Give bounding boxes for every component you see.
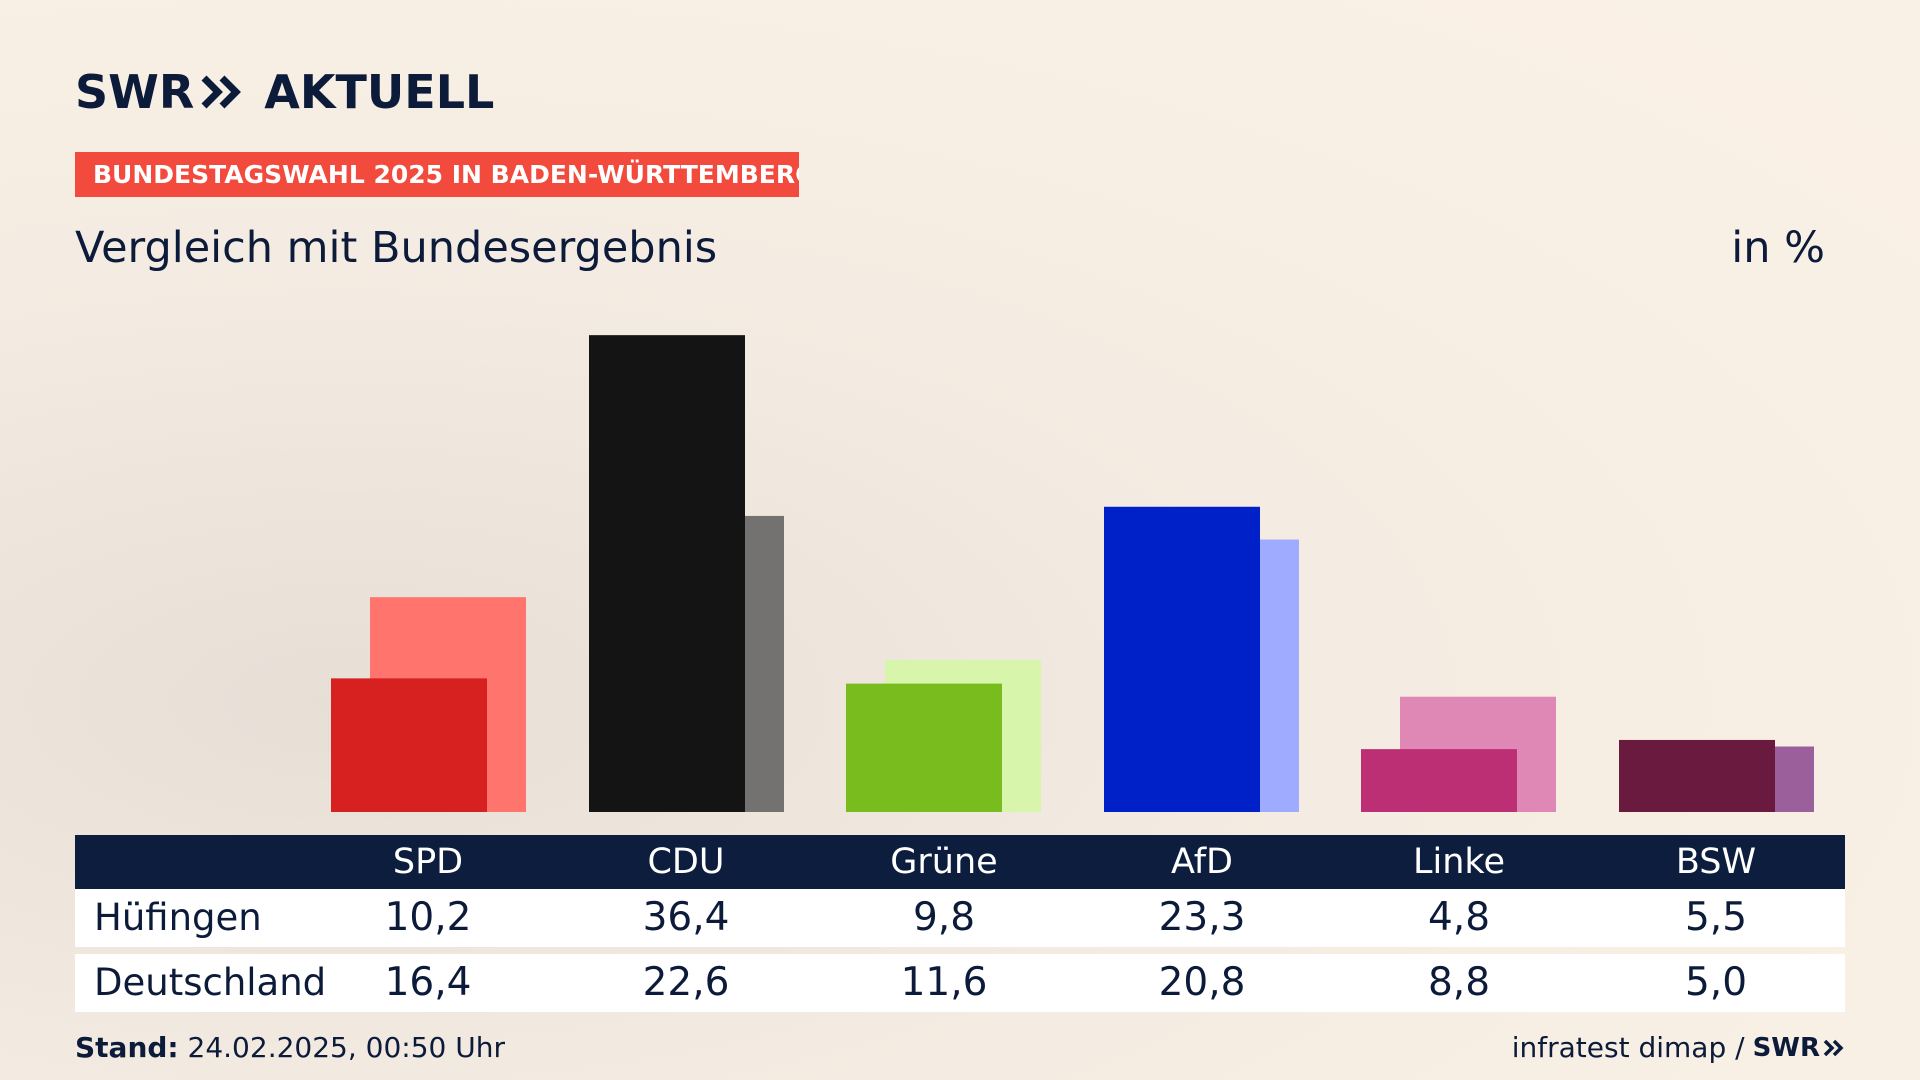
table-header: SPD CDU Grüne AfD Linke BSW — [75, 835, 1845, 889]
swr-aktuell-logo: SWR AKTUELL — [75, 66, 494, 118]
column-header: Linke — [1413, 842, 1505, 882]
source-text: infratest dimap / — [1511, 1031, 1745, 1064]
table-cell: 10,2 — [384, 895, 472, 940]
table-row: Deutschland 16,4 22,6 11,6 20,8 8,8 5,0 — [75, 954, 1845, 1012]
row-label: Hüfingen — [94, 896, 262, 939]
bar-huefingen-bsw — [1619, 739, 1775, 812]
timestamp: Stand: 24.02.2025, 00:50 Uhr — [75, 1030, 505, 1066]
table-cell: 23,3 — [1158, 895, 1246, 940]
logo-aktuell-text: AKTUELL — [264, 65, 495, 119]
results-table: SPD CDU Grüne AfD Linke BSW Hüfingen 10,2 36,4… — [75, 835, 1845, 1012]
bar-huefingen-linke — [1361, 749, 1517, 812]
table-cell: 20,8 — [1158, 960, 1246, 1005]
table-cell: 11,6 — [900, 960, 988, 1005]
source-credit: infratest dimap / SWR — [1512, 1030, 1845, 1066]
double-chevron-icon — [201, 75, 242, 109]
bar-huefingen-afd — [1104, 506, 1260, 812]
table-cell: 9,8 — [912, 895, 976, 940]
table-cell: 8,8 — [1427, 960, 1491, 1005]
column-header: Grüne — [890, 842, 998, 882]
footer-swr-logo: SWR — [1752, 1033, 1820, 1063]
row-label: Deutschland — [94, 961, 327, 1004]
column-header: SPD — [392, 842, 464, 882]
bar-huefingen-cdu — [589, 335, 745, 812]
bar-chart — [331, 335, 1814, 812]
table-cell: 22,6 — [642, 960, 730, 1005]
stand-value: 24.02.2025, 00:50 Uhr — [187, 1031, 505, 1064]
column-header: AfD — [1171, 842, 1233, 882]
logo-swr-text: SWR — [75, 65, 195, 119]
election-banner: BUNDESTAGSWAHL 2025 IN BADEN-WÜRTTEMBERG — [75, 152, 799, 197]
table-row: Hüfingen 10,2 36,4 9,8 23,3 4,8 5,5 — [75, 889, 1845, 947]
table-cell: 36,4 — [642, 895, 730, 940]
column-header: CDU — [647, 842, 725, 882]
bar-huefingen-spd — [331, 678, 487, 812]
column-header: BSW — [1675, 842, 1757, 882]
bar-huefingen-grüne — [846, 683, 1002, 812]
table-cell: 5,5 — [1684, 895, 1748, 940]
table-cell: 16,4 — [384, 960, 472, 1005]
chart-subtitle: Vergleich mit Bundesergebnis — [75, 223, 718, 273]
stand-label: Stand: — [75, 1031, 179, 1064]
chart-unit: in % — [1731, 223, 1825, 273]
double-chevron-icon — [1823, 1039, 1844, 1057]
table-cell: 4,8 — [1427, 895, 1491, 940]
table-cell: 5,0 — [1684, 960, 1748, 1005]
